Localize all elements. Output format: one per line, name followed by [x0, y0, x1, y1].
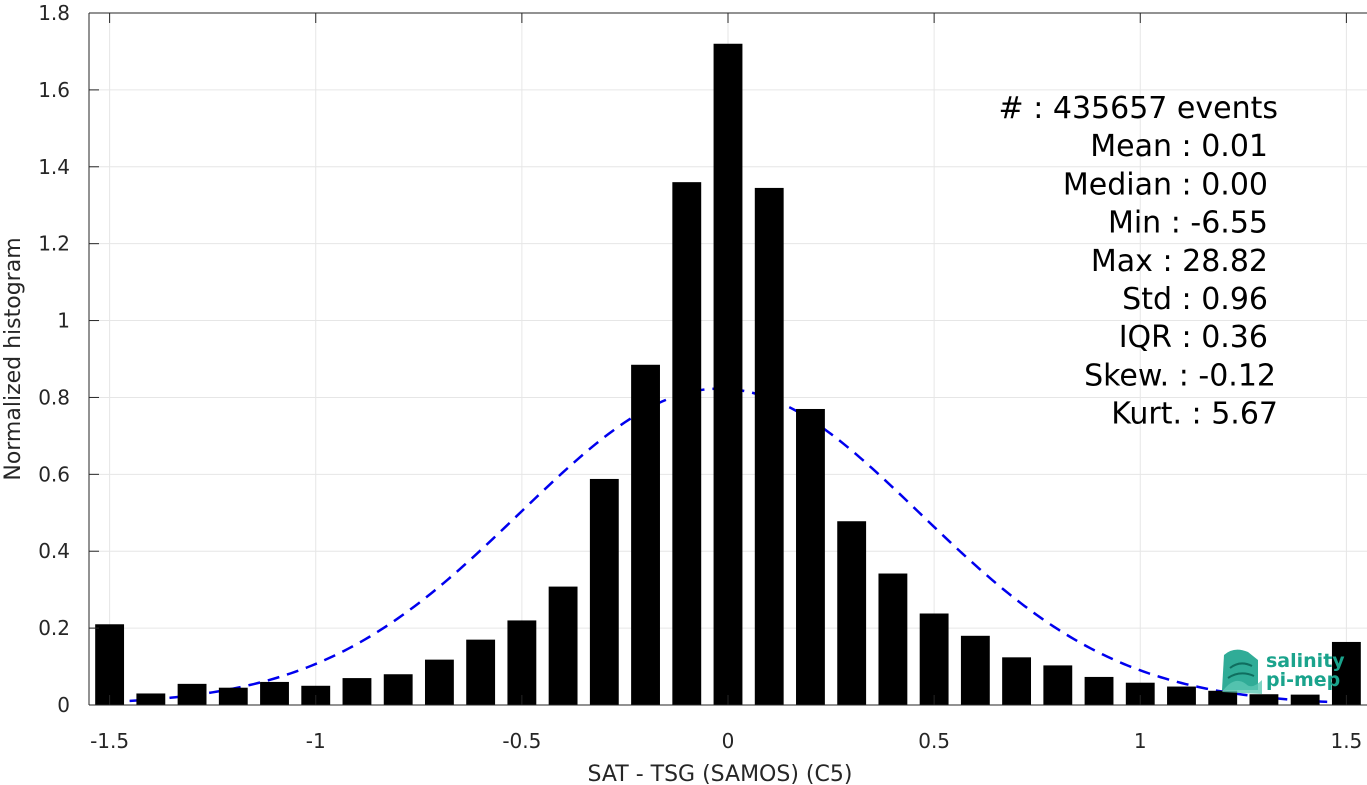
histogram-bar [631, 364, 660, 705]
histogram-bar [177, 683, 207, 705]
stat-line: # : 435657 events [999, 91, 1278, 126]
histogram-bar [1208, 690, 1238, 705]
x-tick-label: 0 [722, 729, 735, 753]
logo-text-pi-mep: pi-mep [1266, 669, 1340, 691]
histogram-bar [960, 635, 990, 705]
y-tick-label: 0.2 [38, 616, 70, 640]
gaussian-fit-layer [109, 387, 1347, 704]
y-tick-label: 0 [57, 693, 70, 717]
stat-line: Kurt. : 5.67 [1111, 397, 1278, 432]
y-tick-label: 0.8 [38, 385, 70, 409]
y-tick-label: 1.2 [38, 232, 70, 256]
y-tick-label: 1.8 [38, 1, 70, 25]
y-axis-label: Normalized histogram [1, 237, 26, 480]
histogram-bar [260, 681, 289, 705]
x-tick-label: 1.5 [1330, 729, 1362, 753]
stat-line: IQR : 0.36 [1119, 320, 1268, 355]
histogram-bar [507, 620, 537, 705]
x-axis-ticks: -1.5 -1 -0.5 0 0.5 1 1.5 [90, 13, 1362, 753]
x-tick-label: -0.5 [502, 729, 541, 753]
histogram-bar [218, 687, 248, 705]
histogram-bar [383, 674, 413, 705]
histogram-bar [342, 678, 372, 705]
stat-line: Skew. : -0.12 [1084, 358, 1276, 393]
histogram-bar [878, 573, 908, 705]
histogram-bar [672, 182, 702, 706]
histogram-bar [1125, 682, 1155, 705]
y-axis-ticks: 0 0.2 0.4 0.6 0.8 1 1.2 1.4 1.6 1.8 [38, 1, 99, 717]
histogram-bar [796, 408, 825, 705]
y-tick-label: 1 [57, 309, 70, 333]
histogram-bar [1249, 694, 1279, 705]
stat-line: Mean : 0.01 [1090, 129, 1268, 164]
histogram-bar [837, 521, 867, 705]
histogram-bar [1002, 657, 1032, 705]
histogram-bar [424, 659, 454, 705]
logo-text-salinity: salinity [1266, 650, 1345, 672]
y-tick-label: 1.6 [38, 78, 70, 102]
histogram-bar [95, 624, 125, 705]
gaussian-fit-line [109, 387, 1347, 704]
histogram-bar [1331, 641, 1361, 705]
histogram-bar [713, 43, 743, 705]
stat-line: Min : -6.55 [1108, 206, 1268, 241]
histogram-bar [548, 586, 578, 705]
histogram-bar [1043, 665, 1073, 705]
histogram-bar [754, 187, 784, 705]
stat-line: Max : 28.82 [1091, 244, 1268, 279]
stat-line: Std : 0.96 [1122, 282, 1268, 317]
x-tick-label: 0.5 [918, 729, 950, 753]
histogram-bar [919, 613, 949, 705]
histogram-bar [136, 693, 166, 705]
histogram-bar [1290, 694, 1320, 705]
salinity-pi-mep-logo: salinity pi-mep [1222, 649, 1345, 694]
histogram-bar [466, 639, 496, 705]
stat-line: Median : 0.00 [1063, 167, 1268, 202]
histogram-bar [1084, 676, 1114, 705]
histogram-bar [1167, 686, 1196, 705]
x-axis-label: SAT - TSG (SAMOS) (C5) [588, 762, 853, 785]
wave-logo-icon [1222, 649, 1262, 694]
y-tick-label: 1.4 [38, 155, 70, 179]
histogram-bars [95, 43, 1361, 706]
x-tick-label: 1 [1134, 729, 1147, 753]
histogram-bar [589, 478, 619, 705]
x-tick-label: -1.5 [90, 729, 129, 753]
x-tick-label: -1 [306, 729, 326, 753]
y-tick-label: 0.4 [38, 539, 70, 563]
y-tick-label: 0.6 [38, 462, 70, 486]
